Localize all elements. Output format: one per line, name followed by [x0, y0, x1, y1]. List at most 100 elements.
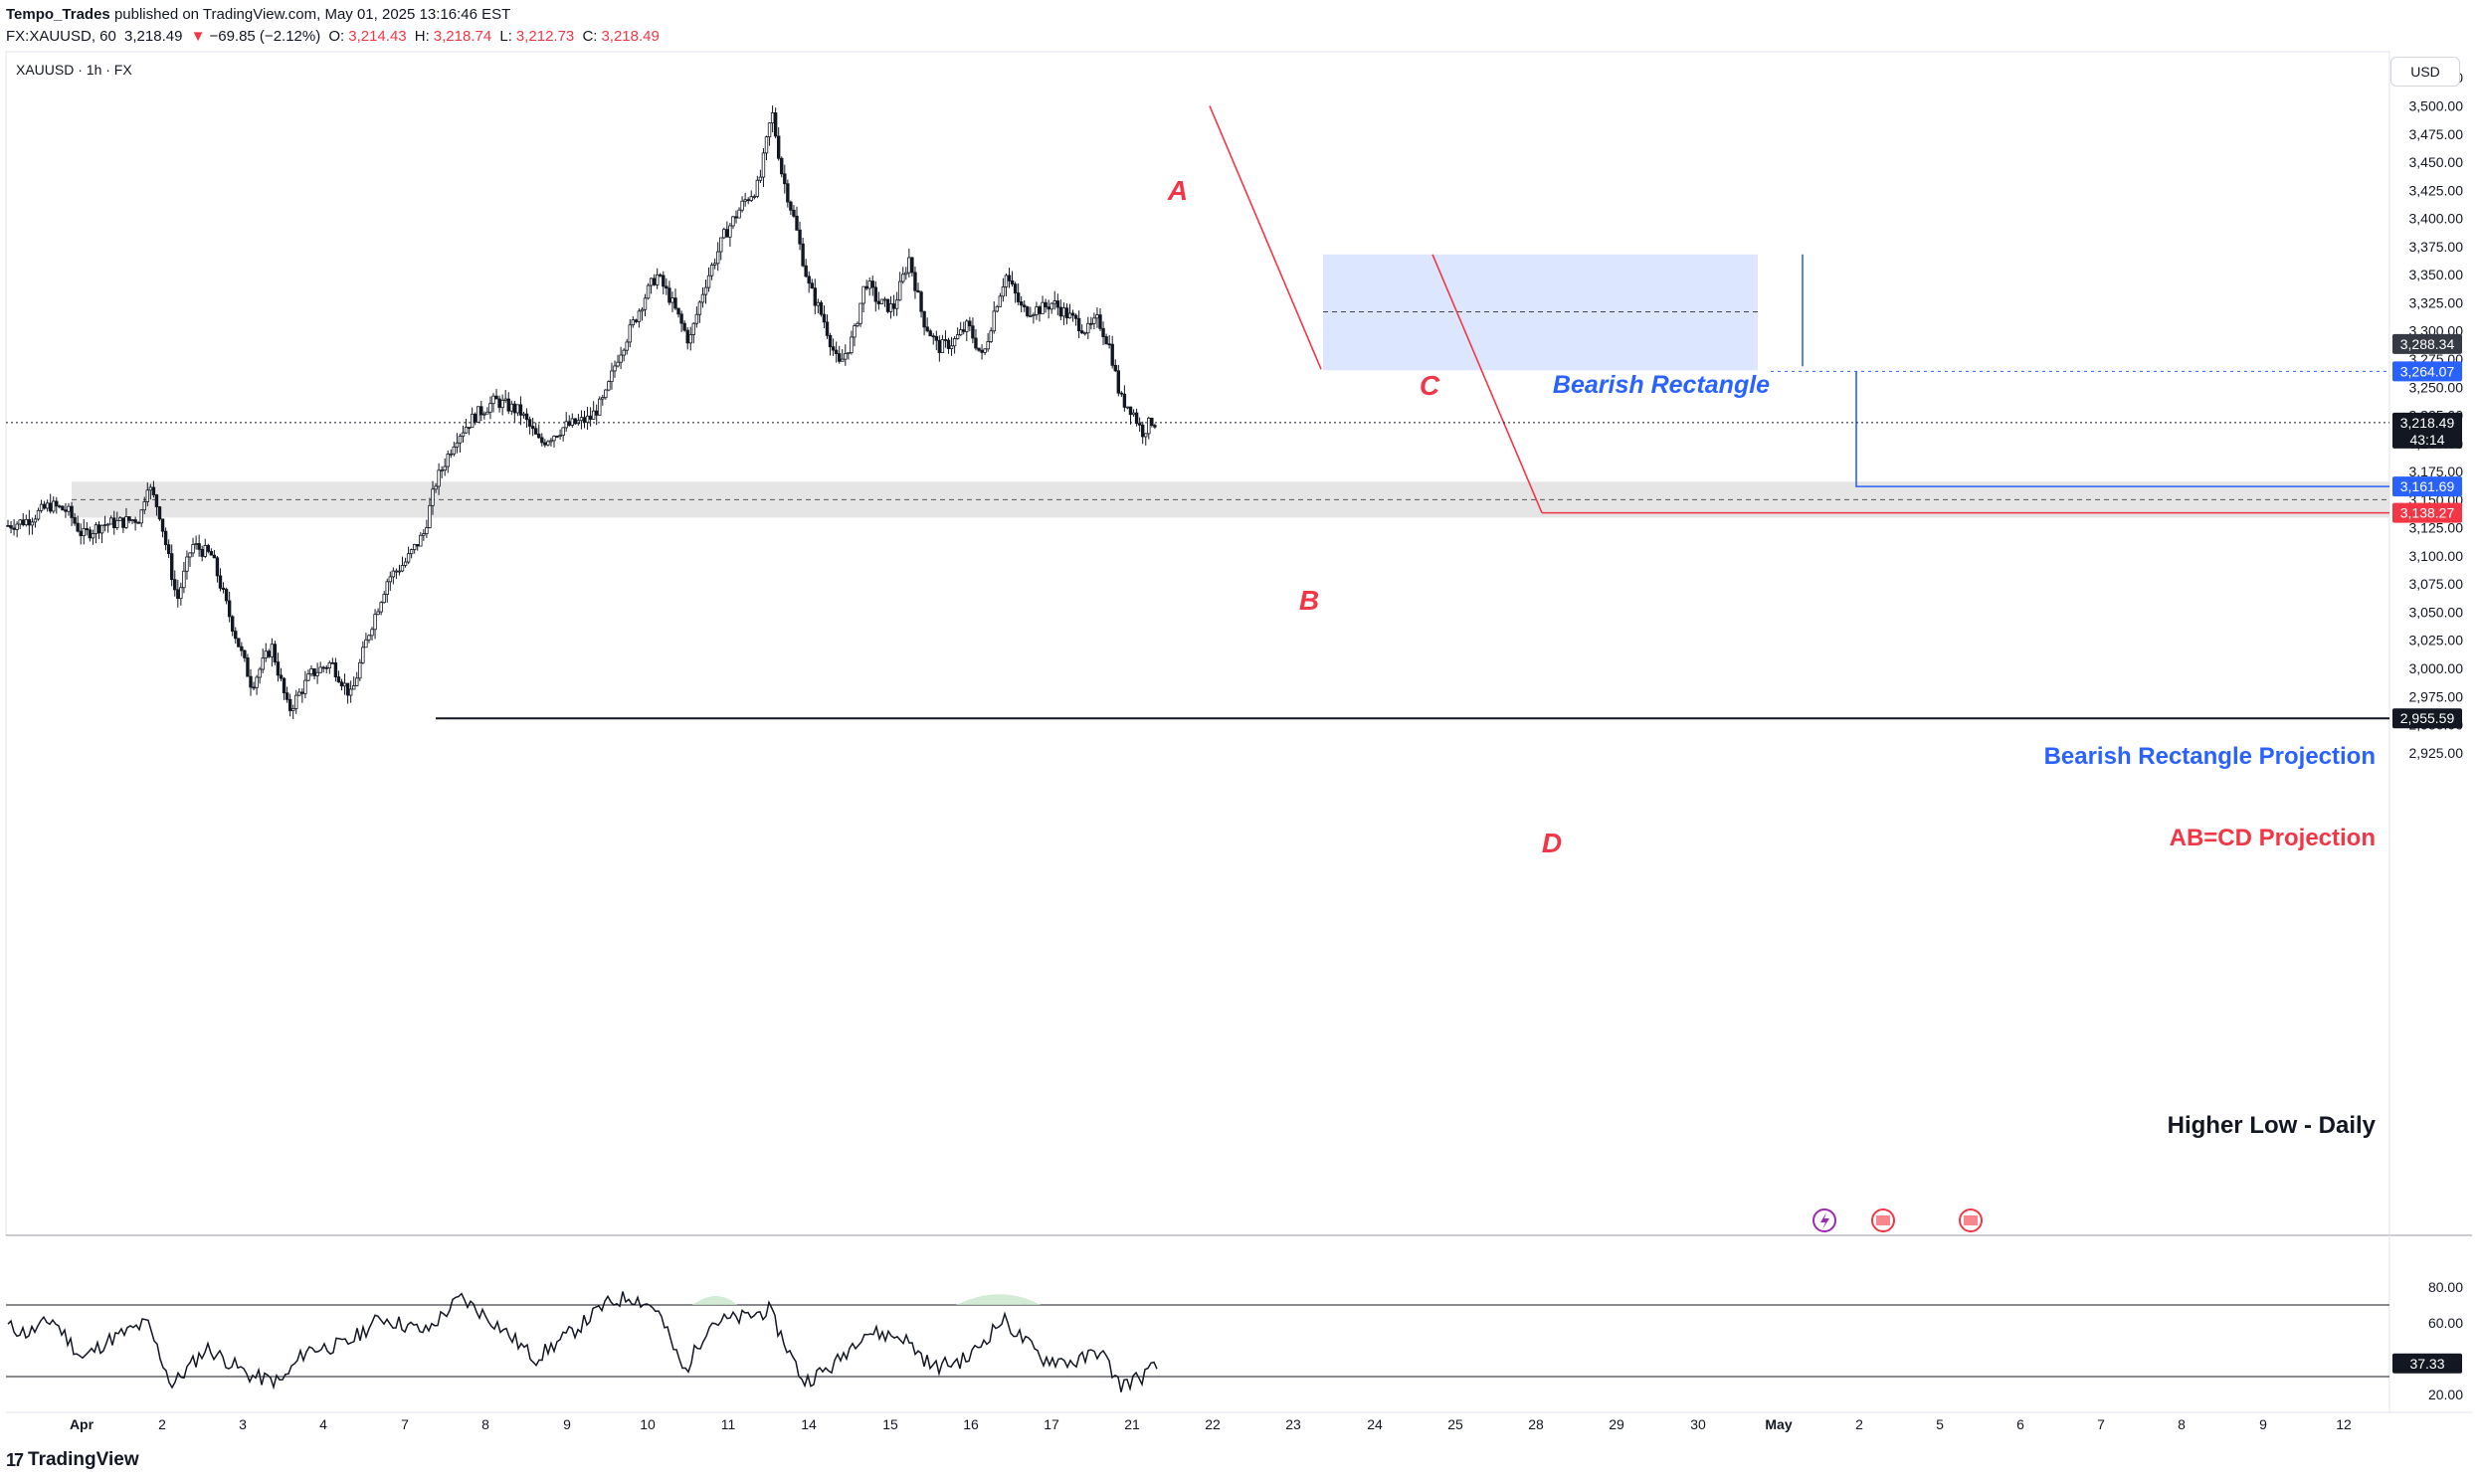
point-label-a[interactable]: A [1167, 175, 1188, 206]
symbol-info[interactable]: FX:XAUUSD, 60 [6, 28, 116, 45]
rectangle-projection-line[interactable] [1855, 371, 2389, 487]
event-icons[interactable] [1812, 1208, 1983, 1232]
candle-up [610, 370, 614, 383]
candle-up [449, 453, 453, 456]
author-name[interactable]: Tempo_Trades [6, 6, 110, 23]
rectangle-projection-label[interactable]: Bearish Rectangle Projection [2044, 743, 2376, 770]
candle-up [294, 694, 298, 709]
candle-up [139, 509, 143, 524]
badge-rect-projection: 3,161.69 [2400, 478, 2455, 494]
candle-up [437, 469, 441, 487]
price-tick-label: 3,325.00 [2409, 294, 2464, 310]
candle-down [273, 644, 278, 662]
candle-down [667, 287, 671, 303]
candle-down [734, 216, 738, 219]
currency-button[interactable]: USD [2390, 57, 2460, 87]
candle-up [455, 442, 460, 448]
candle-down [810, 282, 814, 289]
low-label: L: [499, 28, 512, 45]
candle-up [576, 420, 581, 425]
candle-down [9, 525, 13, 529]
candle-down [249, 675, 253, 688]
bearish-rectangle-label[interactable]: Bearish Rectangle [1553, 371, 1770, 399]
candle-up [628, 324, 632, 343]
candle-up [549, 440, 553, 443]
candle-up [105, 523, 110, 526]
candle-up [731, 216, 735, 227]
candle-down [801, 243, 805, 267]
badge-higher-low-bg [2392, 708, 2462, 729]
candle-up [598, 398, 602, 416]
last-price: 3,218.49 [124, 28, 183, 45]
candle-up [703, 286, 708, 295]
candle-up [24, 518, 28, 526]
candle-down [634, 319, 639, 322]
point-label-c[interactable]: C [1420, 370, 1440, 401]
candle-up [607, 381, 611, 391]
candle-up [370, 629, 374, 637]
rsi-overbought-fill [956, 1294, 1041, 1305]
candle-up [258, 668, 262, 678]
candle-up [847, 352, 851, 355]
candle-down [1047, 306, 1050, 310]
candle-up [1061, 307, 1066, 317]
candle-up [983, 348, 987, 353]
time-tick-label: 28 [1528, 1416, 1544, 1432]
badge-last-price-bg [2392, 412, 2462, 449]
candle-down [287, 698, 292, 711]
tradingview-logo[interactable]: 17 TradingView [6, 1449, 139, 1471]
abcd-projection-label[interactable]: AB=CD Projection [2170, 825, 2376, 851]
time-tick-label: 24 [1367, 1416, 1383, 1432]
candle-up [850, 336, 854, 354]
candle-up [722, 229, 726, 239]
rsi-value-badge-bg [2392, 1353, 2462, 1374]
candle-down [807, 276, 811, 284]
candle-down [276, 661, 281, 676]
time-tick-label: 11 [721, 1416, 736, 1432]
time-tick-label: May [1765, 1416, 1792, 1432]
candle-up [67, 505, 71, 512]
candle-down [42, 503, 47, 509]
candle-up [270, 644, 275, 657]
candle-down [1038, 306, 1042, 314]
rsi-line[interactable] [7, 1291, 1158, 1392]
candle-up [986, 341, 990, 350]
main-pane[interactable] [5, 51, 2390, 1236]
candle-down [200, 548, 204, 557]
candle-down [64, 509, 68, 512]
time-tick-label: 22 [1205, 1416, 1221, 1432]
down-arrow-icon: ▼ [190, 28, 206, 45]
candle-down [1104, 336, 1108, 345]
candle-up [616, 361, 620, 367]
candle-down [85, 528, 89, 531]
price-tick-label: 2,975.00 [2409, 688, 2464, 704]
point-label-b[interactable]: B [1299, 585, 1319, 616]
higher-low-label[interactable]: Higher Low - Daily [2168, 1112, 2377, 1139]
candle-up [422, 533, 426, 536]
candle-up [82, 528, 86, 537]
point-label-d[interactable]: D [1542, 828, 1562, 858]
candle-down [339, 681, 344, 687]
time-tick-label: 9 [2259, 1416, 2267, 1432]
abcd-leg-ab[interactable] [1209, 105, 1322, 370]
candle-up [342, 682, 347, 687]
badge-abcd-projection-bg [2392, 502, 2462, 523]
candle-down [746, 199, 750, 202]
candle-down [1013, 283, 1018, 293]
candle-up [491, 395, 495, 405]
candle-down [777, 135, 781, 159]
bearish-rectangle[interactable] [1323, 254, 1758, 371]
candle-up [452, 447, 457, 455]
candle-down [70, 505, 74, 518]
candle-up [397, 570, 402, 573]
badge-breakout-bg [2392, 361, 2462, 382]
candle-down [937, 339, 942, 353]
candle-up [656, 274, 660, 285]
candle-up [318, 666, 322, 673]
candle-up [431, 488, 435, 506]
abcd-leg-cd[interactable] [1431, 254, 1543, 513]
candle-up [995, 305, 999, 312]
candle-up [856, 322, 859, 326]
candle-down [870, 280, 874, 288]
